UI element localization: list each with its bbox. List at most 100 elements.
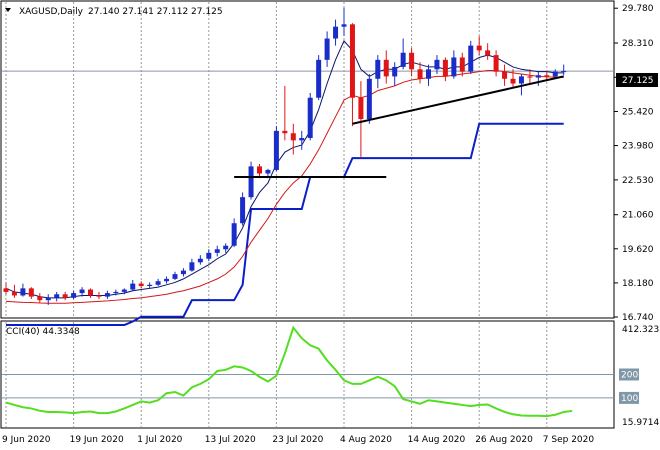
candle-body: [282, 130, 288, 134]
candle-body: [535, 75, 541, 78]
candle-body: [392, 66, 398, 77]
candle-body: [79, 289, 85, 294]
candle-body: [349, 24, 355, 98]
candle-body: [62, 294, 68, 298]
candle-body: [273, 130, 279, 170]
candle-body: [96, 295, 102, 297]
candle-body: [240, 197, 246, 224]
cci-y-label: 200: [621, 371, 638, 381]
candle-body: [155, 281, 161, 285]
chart-header-symbol: XAGUSD,Daily: [19, 7, 84, 17]
candle-body: [468, 45, 474, 72]
candle-body: [138, 283, 144, 286]
y-tick-label: 28.310: [622, 39, 654, 49]
price-plot: [2, 2, 614, 327]
candle-body: [527, 76, 533, 78]
candle-body: [307, 97, 313, 138]
collapse-arrow-icon[interactable]: [5, 8, 11, 12]
candle-body: [299, 137, 305, 141]
price-tag-box: [616, 73, 658, 87]
candle-body: [28, 288, 34, 297]
candle-body: [324, 38, 330, 60]
candle-body: [206, 252, 212, 259]
candle-body: [544, 75, 550, 77]
candle-body: [400, 52, 406, 67]
cci-y-label: 412.3235: [622, 325, 660, 335]
ma-fast-line: [5, 39, 564, 299]
y-tick-label: 16.740: [622, 313, 654, 323]
candle-body: [104, 293, 110, 297]
y-tick-label: 22.530: [622, 176, 654, 186]
candle-body: [510, 78, 516, 84]
candle-body: [493, 55, 499, 72]
candle-body: [502, 71, 508, 79]
candle-body: [442, 59, 448, 77]
x-tick-label: 14 Aug 2020: [408, 435, 466, 445]
candle-body: [417, 69, 423, 79]
candle-body: [231, 223, 237, 246]
y-tick-label: 18.180: [622, 279, 654, 289]
candle-body: [248, 166, 254, 198]
y-tick-label: 19.620: [622, 245, 654, 255]
candle-body: [459, 57, 465, 72]
trendline: [352, 75, 564, 125]
candle-body: [257, 166, 262, 174]
candle-body: [409, 52, 415, 70]
price-pane-frame: [0, 0, 615, 319]
candle-body: [316, 59, 322, 98]
candle-body: [341, 24, 347, 27]
candle-body: [172, 274, 178, 279]
candle-body: [130, 283, 136, 290]
candle-body: [214, 249, 220, 253]
candle-body: [147, 284, 153, 286]
price-tag: 27.125: [622, 76, 654, 86]
cci-level-tag: [619, 391, 639, 404]
candle-body: [265, 169, 271, 174]
x-tick-label: 1 Jul 2020: [137, 435, 182, 445]
candle-body: [164, 278, 170, 282]
candle-body: [561, 71, 567, 73]
cci-header: CCI(40) 44.3348: [6, 327, 80, 337]
candle-body: [88, 289, 93, 296]
cci-line: [5, 325, 573, 418]
candle-body: [290, 133, 296, 141]
x-tick-label: 7 Sep 2020: [543, 435, 595, 445]
candle-body: [451, 57, 457, 77]
axis-labels: 9 Jun 2020 19 Jun 2020 1 Jul 2020 13 Jul 20…: [2, 4, 660, 445]
candle-body: [552, 71, 558, 77]
candle-body: [54, 294, 60, 298]
candle-body: [383, 59, 389, 77]
candle-body: [11, 291, 17, 296]
candle-body: [71, 293, 77, 298]
cci-y-label: 100: [621, 394, 638, 404]
cci-level-tag: [619, 368, 639, 381]
x-tick-label: 23 Jul 2020: [272, 435, 323, 445]
candle-body: [476, 45, 482, 51]
y-tick-label: 21.060: [622, 211, 654, 221]
candle-body: [426, 69, 431, 79]
donchian-low-line: [6, 122, 564, 327]
candle-body: [333, 26, 339, 39]
candle-body: [366, 78, 372, 120]
candle-body: [518, 76, 524, 84]
x-tick-label: 4 Aug 2020: [340, 435, 392, 445]
candle-body: [358, 97, 364, 120]
candle-body: [20, 288, 26, 296]
x-tick-label: 19 Jun 2020: [70, 435, 124, 445]
candle-body: [113, 291, 119, 294]
candle-body: [121, 289, 127, 292]
x-tick-label: 13 Jul 2020: [205, 435, 256, 445]
candle-body: [197, 258, 203, 263]
chart-header-ohlc: 27.140 27.141 27.112 27.125: [88, 7, 223, 17]
candle-body: [37, 296, 43, 301]
candle-body: [223, 245, 229, 250]
y-tick-label: 23.980: [622, 142, 654, 152]
y-tick-label: 25.420: [622, 107, 654, 117]
candle-body: [189, 262, 195, 271]
candle-body: [375, 59, 381, 79]
candle-body: [485, 50, 491, 56]
candle-body: [434, 59, 440, 70]
candle-body: [3, 288, 9, 292]
candle-body: [45, 297, 51, 301]
